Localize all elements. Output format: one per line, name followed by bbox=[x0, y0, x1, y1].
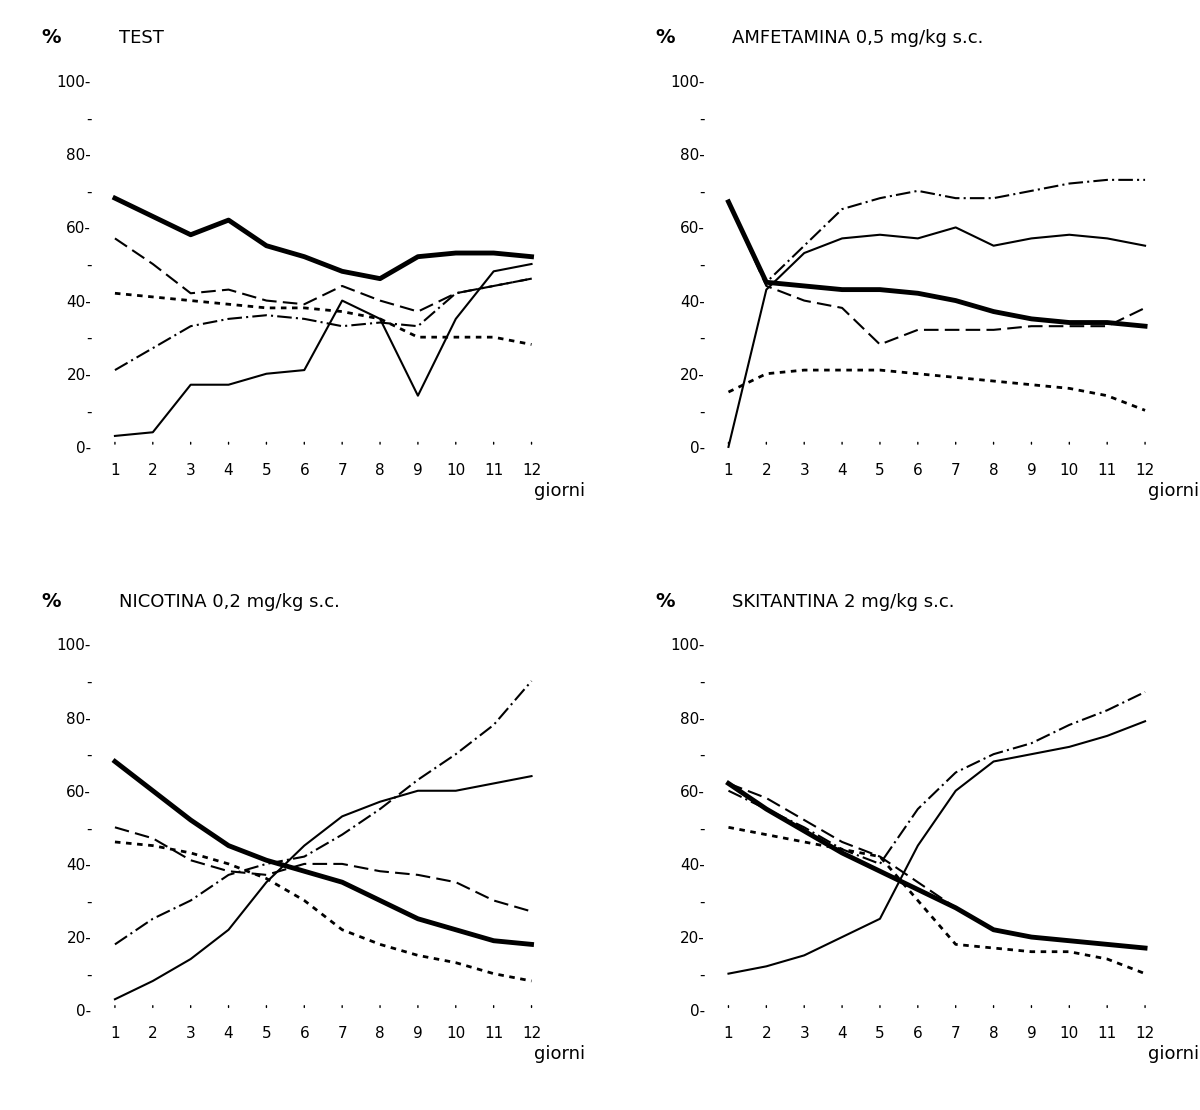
Text: %: % bbox=[42, 29, 61, 48]
Text: NICOTINA 0,2 mg/kg s.c.: NICOTINA 0,2 mg/kg s.c. bbox=[119, 593, 340, 610]
X-axis label: giorni: giorni bbox=[1147, 482, 1199, 500]
Text: TEST: TEST bbox=[119, 30, 163, 48]
Text: %: % bbox=[655, 592, 674, 610]
Text: SKITANTINA 2 mg/kg s.c.: SKITANTINA 2 mg/kg s.c. bbox=[732, 593, 955, 610]
X-axis label: giorni: giorni bbox=[534, 1046, 586, 1063]
Text: AMFETAMINA 0,5 mg/kg s.c.: AMFETAMINA 0,5 mg/kg s.c. bbox=[732, 30, 984, 48]
X-axis label: giorni: giorni bbox=[1147, 1046, 1199, 1063]
Text: %: % bbox=[655, 29, 674, 48]
Text: %: % bbox=[42, 592, 61, 610]
X-axis label: giorni: giorni bbox=[534, 482, 586, 500]
